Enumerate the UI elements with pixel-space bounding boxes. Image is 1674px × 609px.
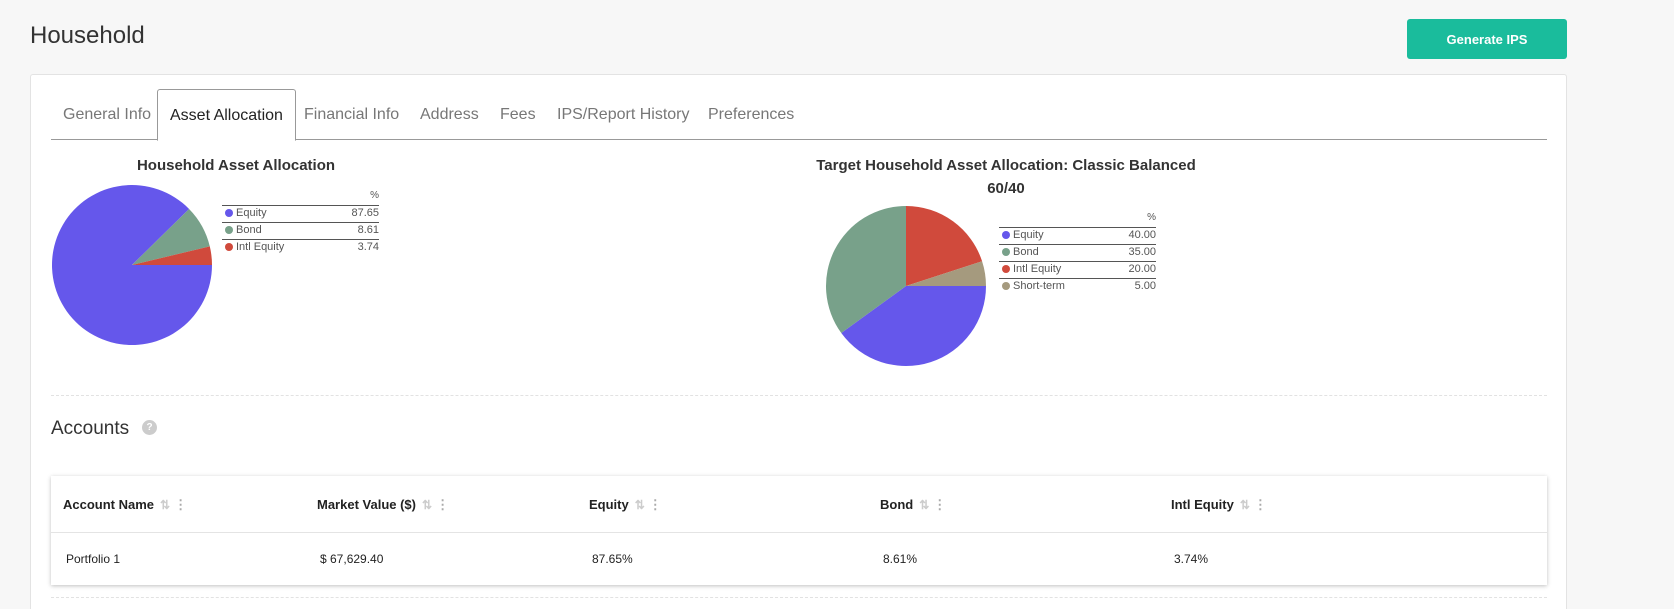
legend-value: 5.00 [1109,277,1156,295]
pie-slice-intl-equity[interactable] [132,246,212,265]
tab-ips-report-history[interactable]: IPS/Report History [557,106,690,123]
column-menu-icon[interactable]: ⋮ [436,497,450,512]
equity-swatch [1002,231,1010,239]
cell-market-value: $ 67,629.40 [320,552,384,566]
legend-label: Short-term [1013,280,1065,293]
column-header[interactable]: Equity ⇅ ⋮ [589,476,662,533]
legend-row: Bond 35.00 [999,243,1156,261]
pie-slice-bond[interactable] [132,208,210,265]
tab-fees[interactable]: Fees [500,106,536,123]
target-chart-title: Target Household Asset Allocation: Class… [806,154,1206,200]
column-header[interactable]: Bond ⇅ ⋮ [880,476,946,533]
column-header-label: Market Value ($) [317,497,416,512]
section-divider [51,395,1547,396]
cell-equity: 87.65% [592,552,633,566]
column-header[interactable]: Intl Equity ⇅ ⋮ [1171,476,1267,533]
target-legend: % Equity 40.00 Bond 35.00 Intl Equity 20… [999,210,1156,295]
tab-bar: General Info Asset Allocation Financial … [51,89,1547,141]
column-header-label: Intl Equity [1171,497,1234,512]
household-panel: General Info Asset Allocation Financial … [30,74,1567,609]
target-chart-title-line2: 60/40 [987,180,1025,197]
pie-slice-short-term[interactable] [906,261,986,286]
accounts-heading: Accounts [51,418,130,439]
target-chart-title-line1: Target Household Asset Allocation: Class… [816,157,1196,174]
column-header-label: Bond [880,497,914,512]
bond-swatch [225,226,233,234]
column-header[interactable]: Account Name ⇅ ⋮ [63,476,187,533]
tab-preferences[interactable]: Preferences [708,106,795,123]
cell-account-name: Portfolio 1 [66,552,121,566]
legend-row: Equity 87.65 [222,204,379,222]
tab-address[interactable]: Address [420,106,479,123]
tab-financial-info[interactable]: Financial Info [304,106,400,123]
legend-row: Equity 40.00 [999,226,1156,244]
household-legend: % Equity 87.65 Bond 8.61 Intl Equity 3.7… [222,188,379,256]
legend-label: Equity [236,207,267,219]
sort-icon[interactable]: ⇅ [1239,498,1250,512]
pie-slice-bond[interactable] [826,206,906,334]
section-divider [51,597,1547,598]
legend-row: Intl Equity 20.00 [999,260,1156,278]
pie-slice-equity[interactable] [841,286,986,366]
legend-label: Intl Equity [236,241,285,254]
sort-icon[interactable]: ⇅ [634,498,645,512]
household-chart-title: Household Asset Allocation [136,157,336,174]
tab-general-info[interactable]: General Info [63,106,152,123]
cell-intl-equity: 3.74% [1174,552,1209,566]
column-menu-icon[interactable]: ⋮ [1253,497,1267,512]
legend-value: 87.65 [330,204,379,222]
generate-ips-button[interactable]: Generate IPS [1407,19,1567,59]
legend-value: 20.00 [1109,260,1156,278]
column-menu-icon[interactable]: ⋮ [174,497,188,512]
tab-asset-allocation[interactable]: Asset Allocation [157,89,296,141]
help-icon[interactable]: ? [142,420,157,435]
intl-equity-swatch [1002,265,1010,273]
column-header-label: Equity [589,497,629,512]
legend-value: 3.74 [330,238,379,256]
pct-header: % [370,190,379,202]
cell-bond: 8.61% [883,552,918,566]
legend-value: 40.00 [1109,226,1156,244]
accounts-table: Account Name ⇅ ⋮ Market Value ($) ⇅ ⋮ Equity… [51,476,1547,585]
column-header-label: Account Name [63,497,155,512]
sort-icon[interactable]: ⇅ [422,498,433,512]
short-term-swatch [1002,282,1010,291]
table-header-row: Account Name ⇅ ⋮ Market Value ($) ⇅ ⋮ Equity… [51,476,1547,533]
legend-label: Bond [1013,246,1039,258]
intl-equity-swatch [225,243,233,252]
legend-label: Intl Equity [1013,263,1062,275]
column-header[interactable]: Market Value ($) ⇅ ⋮ [317,476,449,533]
pie-slice-equity[interactable] [51,185,212,345]
bond-swatch [1002,248,1010,256]
legend-value: 35.00 [1109,243,1156,261]
page-title: Household [30,22,145,49]
sort-icon[interactable]: ⇅ [160,498,171,512]
target-pie-chart [826,206,986,366]
sort-icon[interactable]: ⇅ [919,498,930,512]
legend-value: 8.61 [330,221,379,239]
pie-slice-intl-equity[interactable] [906,206,983,286]
column-menu-icon[interactable]: ⋮ [933,497,947,512]
household-pie-chart [51,185,212,345]
legend-label: Bond [236,224,262,236]
legend-label: Equity [1013,229,1044,241]
pct-header: % [1147,212,1156,224]
legend-row: Bond 8.61 [222,221,379,239]
column-menu-icon[interactable]: ⋮ [648,497,662,512]
legend-row: Intl Equity 3.74 [222,238,379,256]
legend-row: Short-term 5.00 [999,277,1156,295]
equity-swatch [225,209,233,217]
